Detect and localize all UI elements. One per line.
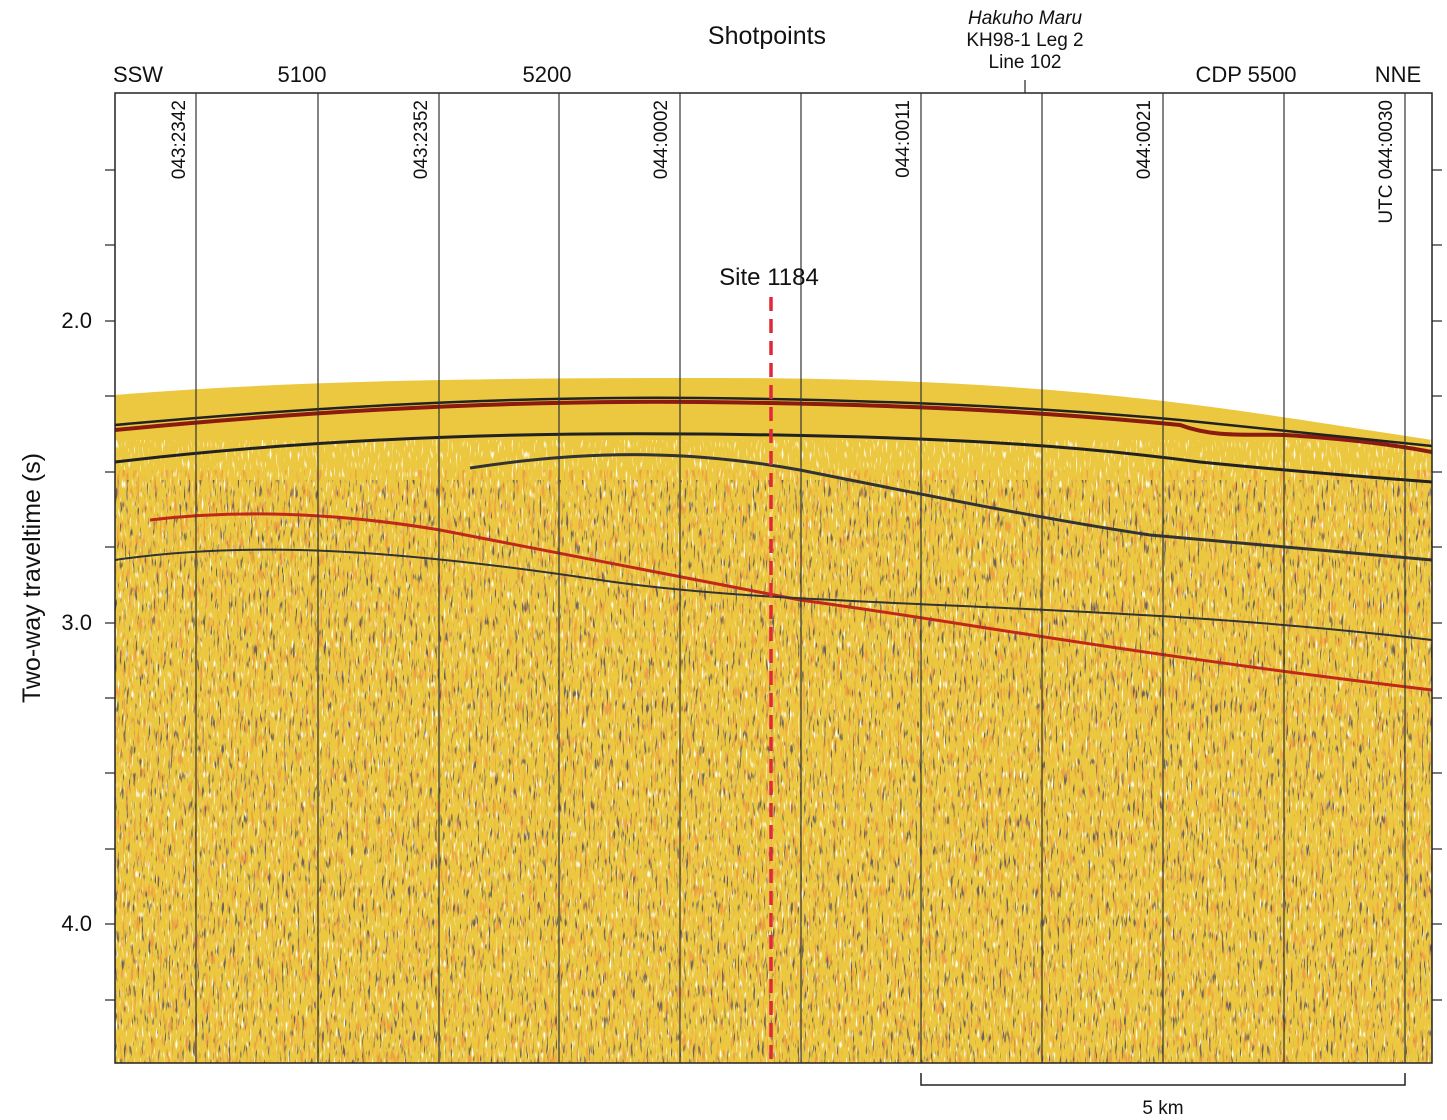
- time-label: 043:2342: [169, 100, 190, 179]
- time-label: 044:0002: [651, 100, 672, 179]
- time-label: 044:0011: [893, 100, 914, 178]
- y-tick-label: 4.0: [61, 911, 92, 936]
- line-name: Line 102: [989, 52, 1062, 73]
- shotpoint-lines: [195, 93, 1406, 1063]
- top-label: 5100: [278, 62, 327, 87]
- scale-label: 5 km: [1142, 1098, 1183, 1119]
- vessel: Hakuho Maru: [968, 8, 1082, 29]
- frame: [114, 92, 1433, 1064]
- seismic-image: [115, 378, 1432, 1063]
- y-axis-label: Two-way traveltime (s): [18, 453, 46, 703]
- scale-bar: [920, 1073, 1406, 1086]
- y-tick-label: 2.0: [61, 308, 92, 333]
- y-tick-label: 3.0: [61, 610, 92, 635]
- cruise: KH98-1 Leg 2: [966, 30, 1083, 51]
- title: Shotpoints: [708, 22, 826, 50]
- top-label: 5200: [523, 62, 572, 87]
- top-label: NNE: [1375, 62, 1421, 87]
- site-label: Site 1184: [719, 264, 819, 291]
- top-label: SSW: [113, 62, 163, 87]
- axis-ticks: [105, 80, 1442, 1001]
- time-label: 043:2352: [411, 100, 432, 179]
- time-label: 044:0021: [1134, 100, 1155, 179]
- time-label: UTC 044:0030: [1376, 100, 1397, 224]
- top-label: CDP 5500: [1195, 62, 1296, 87]
